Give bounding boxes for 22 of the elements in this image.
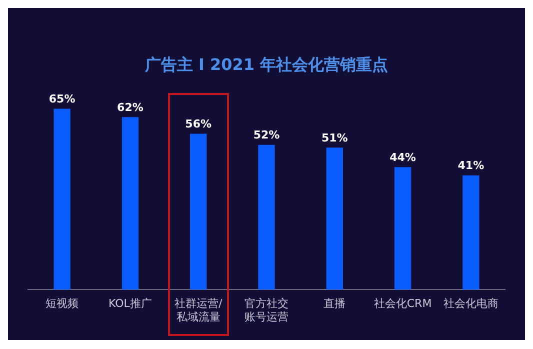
x-tick-label: 直播 [324, 297, 346, 310]
x-tick-label: 社群运营/私域流量 [174, 297, 222, 324]
bar [326, 148, 343, 290]
bar [258, 144, 275, 290]
data-label: 51% [321, 131, 348, 144]
bar [122, 117, 139, 290]
x-tick-label: 短视频 [46, 297, 79, 310]
data-label: 44% [390, 150, 416, 164]
bar [462, 175, 480, 290]
bar [394, 167, 412, 290]
x-tick-label: 社会化电商 [443, 297, 498, 310]
x-tick-label: 官方社交账号运营 [244, 297, 288, 324]
x-tick-label: 社会化CRM [374, 297, 432, 310]
data-label: 56% [185, 117, 212, 130]
data-label: 52% [253, 128, 280, 142]
data-label: 62% [117, 100, 144, 114]
data-label: 65% [48, 92, 76, 106]
chart-title: 广告主 I 2021 年社会化营销重点 [144, 54, 388, 74]
bar [54, 108, 70, 290]
x-tick-label: KOL推广 [108, 297, 152, 310]
bar [190, 134, 207, 290]
data-label: 41% [458, 159, 484, 172]
